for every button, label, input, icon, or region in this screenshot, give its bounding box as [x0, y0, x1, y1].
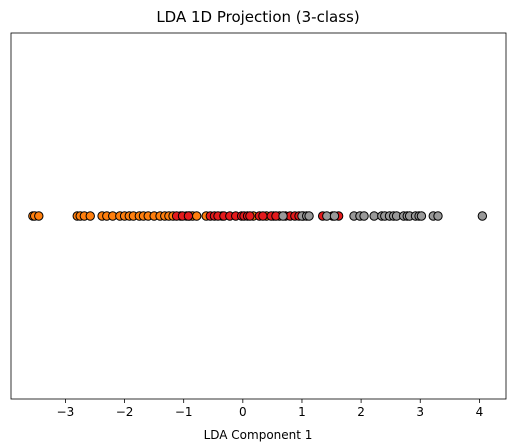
scatter-point — [183, 211, 194, 221]
scatter-point — [477, 211, 488, 221]
scatter-point — [245, 211, 255, 221]
x-tick-label: −3 — [57, 405, 75, 419]
scatter-point — [322, 211, 332, 221]
x-tick-label: 2 — [357, 405, 365, 419]
x-tick-label: 0 — [239, 405, 247, 419]
x-tick-label: 1 — [298, 405, 306, 419]
x-axis-ticks: −3 −2 −1 0 1 2 3 4 — [57, 399, 484, 419]
x-tick-label: −1 — [175, 405, 193, 419]
scatter-point — [359, 211, 369, 221]
data-points — [28, 211, 488, 221]
x-tick-label: 4 — [476, 405, 484, 419]
scatter-point — [192, 211, 202, 221]
scatter-point — [304, 211, 314, 221]
scatter-point — [34, 211, 44, 221]
chart-title: LDA 1D Projection (3-class) — [156, 8, 359, 26]
scatter-point — [369, 211, 379, 221]
scatter-point — [329, 211, 340, 221]
x-tick-label: 3 — [416, 405, 424, 419]
scatter-point — [258, 211, 268, 221]
scatter-point — [433, 211, 443, 221]
x-tick-label: −2 — [116, 405, 134, 419]
scatter-point — [85, 211, 95, 221]
scatter-point — [278, 211, 288, 221]
scatter-point — [416, 211, 427, 221]
x-axis-label: LDA Component 1 — [204, 428, 313, 442]
